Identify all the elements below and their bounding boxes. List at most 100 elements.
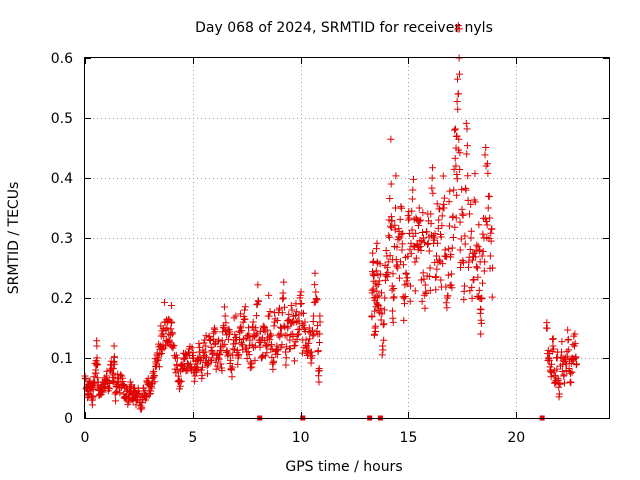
data-point	[311, 269, 319, 277]
data-point	[480, 267, 488, 275]
data-point	[289, 332, 297, 340]
data-point	[297, 299, 305, 307]
data-point	[425, 247, 433, 255]
data-point	[255, 297, 263, 305]
data-point	[453, 191, 461, 199]
data-point	[452, 162, 460, 170]
data-point	[370, 271, 378, 279]
plot-frame	[84, 57, 610, 419]
data-point	[165, 330, 173, 338]
data-point	[105, 377, 113, 385]
data-point	[448, 284, 456, 292]
data-point	[486, 214, 494, 222]
data-point	[460, 296, 468, 304]
data-point	[477, 330, 485, 338]
data-point	[223, 347, 231, 355]
data-point	[243, 354, 251, 362]
data-point	[129, 397, 137, 405]
data-point	[486, 264, 494, 272]
data-point	[109, 371, 117, 379]
data-point	[428, 184, 436, 192]
data-point	[409, 175, 417, 183]
data-point	[475, 286, 483, 294]
data-point	[474, 273, 482, 281]
data-point	[433, 200, 441, 208]
data-point	[373, 239, 381, 247]
data-point	[441, 246, 449, 254]
data-point	[256, 343, 264, 351]
data-point	[153, 362, 161, 370]
data-point	[369, 257, 377, 265]
data-point	[244, 332, 252, 340]
data-point	[278, 341, 286, 349]
data-point	[214, 362, 222, 370]
data-point	[549, 342, 557, 350]
data-point	[155, 363, 163, 371]
data-point	[308, 352, 316, 360]
data-point	[459, 259, 467, 267]
data-point	[386, 194, 394, 202]
data-point	[467, 227, 475, 235]
data-point	[407, 282, 415, 290]
data-point	[458, 185, 466, 193]
data-point	[445, 198, 453, 206]
data-point	[139, 395, 147, 403]
data-point	[228, 373, 236, 381]
data-point	[479, 247, 487, 255]
data-point	[543, 324, 551, 332]
data-point	[453, 97, 461, 105]
data-point	[228, 363, 236, 371]
data-point	[283, 332, 291, 340]
data-point	[381, 294, 389, 302]
data-point	[235, 351, 243, 359]
data-point	[94, 378, 102, 386]
data-point	[413, 215, 421, 223]
data-point	[482, 217, 490, 225]
data-point	[312, 295, 320, 303]
data-point	[435, 216, 443, 224]
data-point	[396, 234, 404, 242]
data-point	[302, 336, 310, 344]
data-point	[571, 339, 579, 347]
data-point	[451, 223, 459, 231]
data-point	[266, 307, 274, 315]
data-point	[128, 381, 136, 389]
data-point	[245, 351, 253, 359]
data-point	[460, 287, 468, 295]
data-point	[557, 353, 565, 361]
data-point	[431, 230, 439, 238]
data-point	[423, 228, 431, 236]
data-point	[298, 349, 306, 357]
data-point	[397, 203, 405, 211]
data-point	[391, 226, 399, 234]
data-point	[236, 328, 244, 336]
data-point	[556, 380, 564, 388]
data-point	[254, 281, 262, 289]
data-point	[455, 25, 463, 33]
data-point	[408, 195, 416, 203]
data-point	[426, 264, 434, 272]
data-point	[416, 236, 424, 244]
data-point	[419, 269, 427, 277]
data-point	[158, 349, 166, 357]
data-point	[200, 339, 208, 347]
data-point	[232, 312, 240, 320]
data-point	[565, 364, 573, 372]
data-point	[417, 246, 425, 254]
data-point	[426, 286, 434, 294]
data-point	[286, 344, 294, 352]
data-point	[306, 348, 314, 356]
data-point	[229, 351, 237, 359]
data-point	[177, 377, 185, 385]
data-point	[283, 317, 291, 325]
data-point	[550, 345, 558, 353]
data-point	[267, 332, 275, 340]
data-point	[151, 378, 159, 386]
data-point	[376, 260, 384, 268]
data-point	[380, 306, 388, 314]
data-point	[392, 204, 400, 212]
data-point	[446, 187, 454, 195]
data-point	[288, 306, 296, 314]
data-point	[435, 256, 443, 264]
